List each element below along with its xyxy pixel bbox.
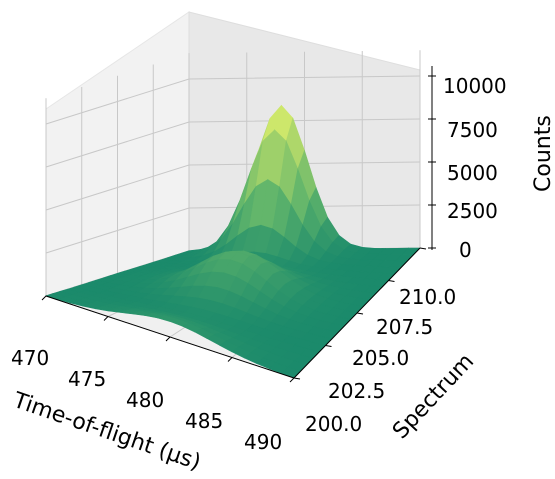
z-tick-label: 2500 xyxy=(447,199,498,223)
y-tick-label: 202.5 xyxy=(328,379,385,403)
x-tick-mark xyxy=(41,295,47,301)
axes xyxy=(41,66,436,383)
tick-labels: 470 475 480 485 490 200.0 202.5 205.0 20… xyxy=(11,74,507,454)
x-axis-label: Time-of-flight (μs) xyxy=(9,388,204,476)
y-tick-label: 200.0 xyxy=(305,412,362,436)
x-tick-label: 490 xyxy=(244,430,282,454)
z-tick-label: 0 xyxy=(459,238,472,262)
x-tick-mark xyxy=(289,377,295,383)
gridline xyxy=(45,75,421,125)
y-tick-mark xyxy=(356,312,364,315)
z-tick-label: 7500 xyxy=(447,118,498,142)
x-tick-label: 475 xyxy=(68,367,106,391)
x-tick-label: 485 xyxy=(185,409,223,433)
y-tick-label: 207.5 xyxy=(376,315,433,339)
x-tick-label: 480 xyxy=(126,388,164,412)
x-tick-mark xyxy=(103,316,109,321)
gridline xyxy=(45,204,421,254)
z-tick-label: 5000 xyxy=(447,161,498,185)
y-tick-mark xyxy=(419,247,427,250)
y-tick-mark xyxy=(293,377,301,380)
y-tick-label: 205.0 xyxy=(352,346,409,370)
surface xyxy=(44,104,421,379)
y-tick-label: 210.0 xyxy=(399,285,456,309)
y-tick-mark xyxy=(388,280,395,282)
y-tick-mark xyxy=(325,345,332,347)
x-tick-mark xyxy=(165,336,171,342)
z-tick-label: 10000 xyxy=(443,74,507,98)
gridline xyxy=(45,161,421,211)
x-tick-mark xyxy=(227,357,233,362)
gridline xyxy=(45,118,421,168)
x-tick-label: 470 xyxy=(11,346,49,370)
z-axis-label: Counts xyxy=(531,115,555,192)
